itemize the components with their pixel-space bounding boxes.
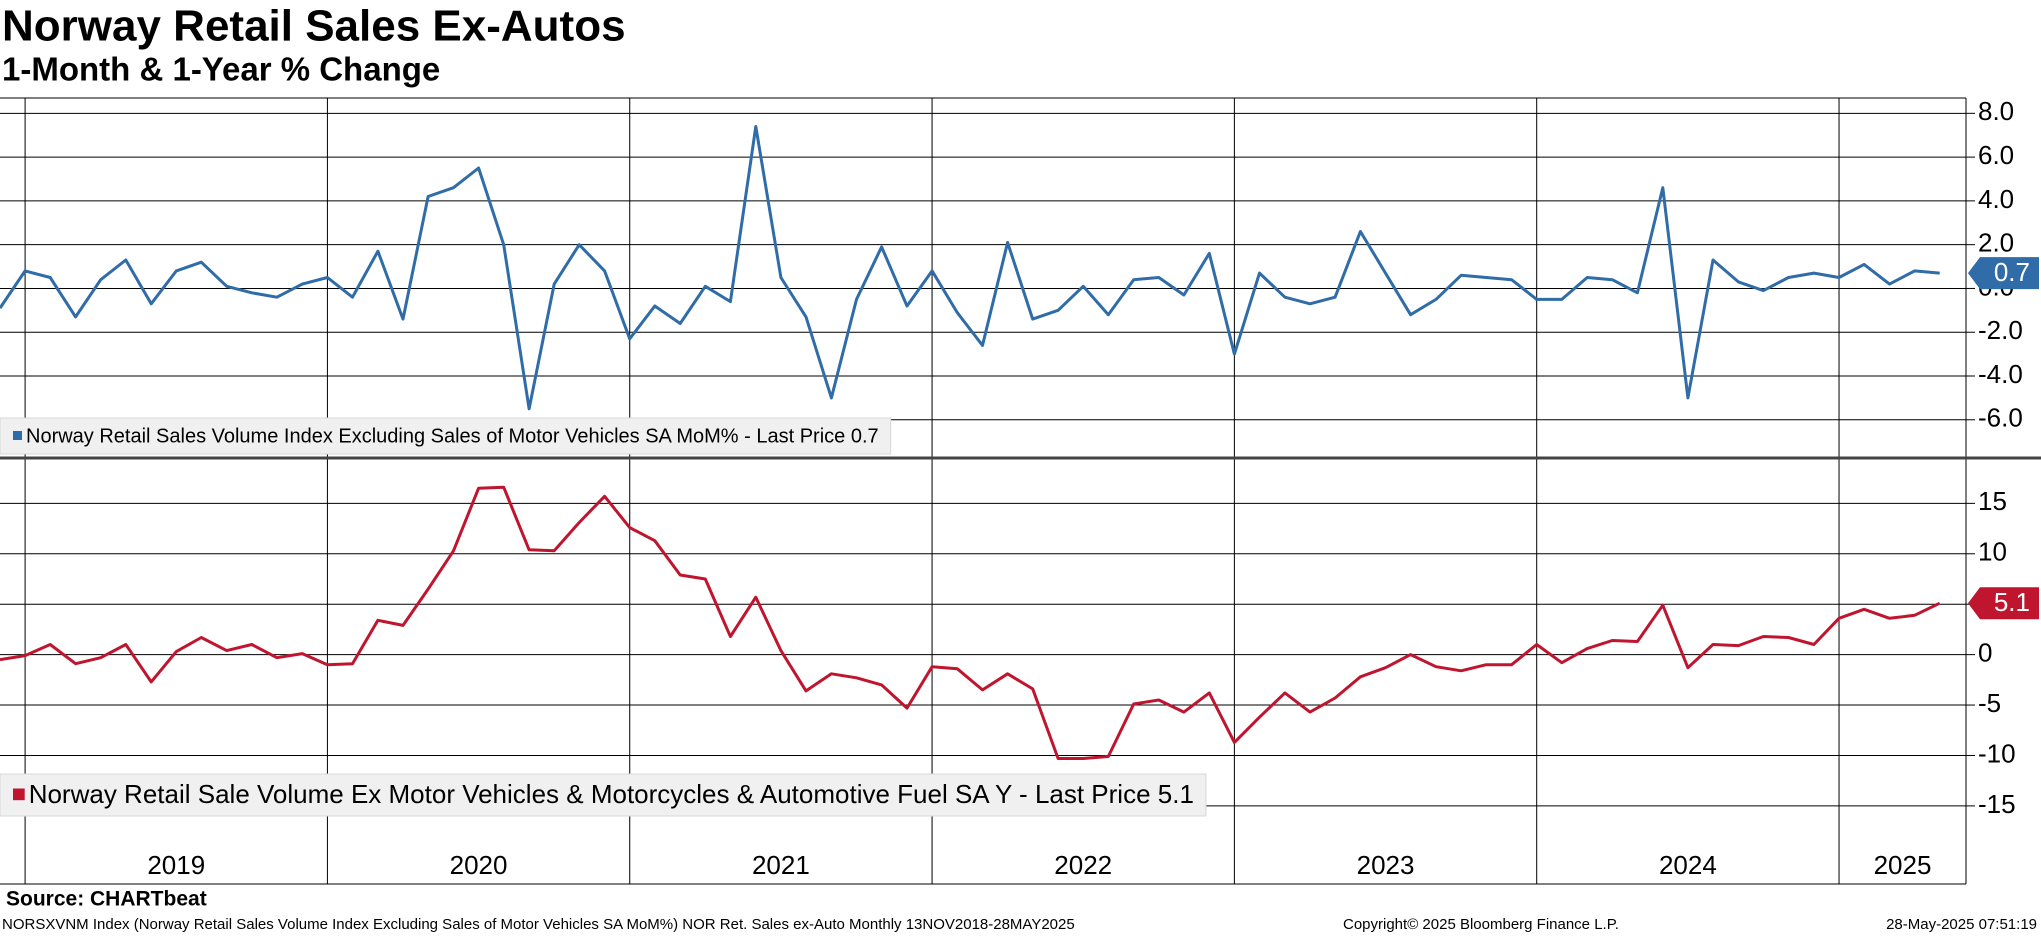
y-tick-label: 15 bbox=[1978, 486, 2007, 516]
chart-subtitle: 1-Month & 1-Year % Change bbox=[2, 51, 440, 88]
y-tick-label: -6.0 bbox=[1978, 403, 2023, 433]
y-tick-label: -15 bbox=[1978, 789, 2016, 819]
x-tick-label: 2023 bbox=[1357, 850, 1415, 880]
series-line bbox=[0, 125, 1940, 411]
source: Source: CHARTbeat bbox=[6, 888, 207, 911]
y-tick-label: -2.0 bbox=[1978, 315, 2023, 345]
legend-swatch bbox=[13, 788, 25, 801]
y-tick-label: 4.0 bbox=[1978, 184, 2014, 214]
footer-left: NORSXVNM Index (Norway Retail Sales Volu… bbox=[2, 916, 1075, 933]
legend-box bbox=[0, 417, 892, 455]
y-tick-label: 2.0 bbox=[1978, 228, 2014, 258]
legend-label: Norway Retail Sales Volume Index Excludi… bbox=[26, 425, 879, 447]
y-tick-label: 6.0 bbox=[1978, 140, 2014, 170]
x-tick-label: 2019 bbox=[147, 850, 205, 880]
y-tick-label: 10 bbox=[1978, 537, 2007, 567]
y-tick-label: -5 bbox=[1978, 688, 2001, 718]
last-value-tag bbox=[1968, 257, 2039, 290]
last-value-label: 0.7 bbox=[1994, 257, 2030, 287]
legend-swatch bbox=[13, 431, 22, 440]
y-tick-label: 8.0 bbox=[1978, 96, 2014, 126]
last-value-label: 5.1 bbox=[1994, 587, 2030, 617]
x-tick-label: 2025 bbox=[1874, 850, 1932, 880]
y-tick-label: -10 bbox=[1978, 738, 2016, 768]
legend-box bbox=[0, 773, 1207, 817]
y-tick-label: 0 bbox=[1978, 638, 1992, 668]
chart-title: Norway Retail Sales Ex-Autos bbox=[2, 2, 626, 51]
x-tick-label: 2020 bbox=[450, 850, 508, 880]
series-line bbox=[0, 485, 1941, 760]
y-tick-label: -4.0 bbox=[1978, 359, 2023, 389]
x-tick-label: 2024 bbox=[1659, 850, 1717, 880]
legend-label: Norway Retail Sale Volume Ex Motor Vehic… bbox=[29, 779, 1194, 809]
footer-right: 28-May-2025 07:51:19 bbox=[1886, 916, 2037, 933]
x-tick-label: 2021 bbox=[752, 850, 810, 880]
x-tick-label: 2022 bbox=[1054, 850, 1112, 880]
footer-center: Copyright© 2025 Bloomberg Finance L.P. bbox=[1343, 916, 1619, 933]
last-value-tag bbox=[1968, 587, 2039, 620]
